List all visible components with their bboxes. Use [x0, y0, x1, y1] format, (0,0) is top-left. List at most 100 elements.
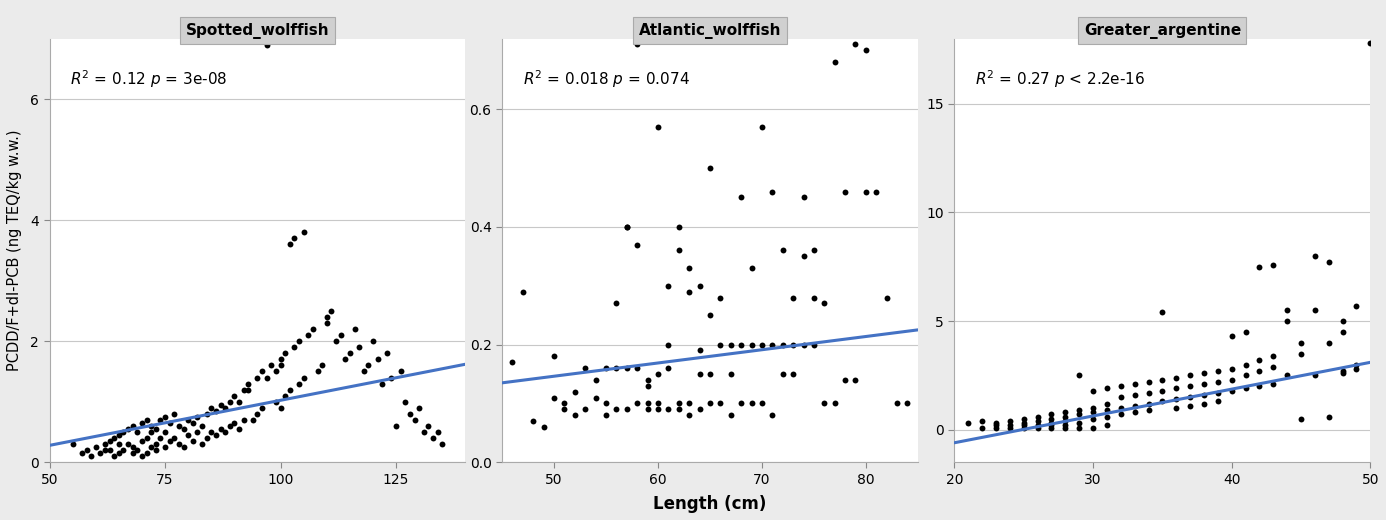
Point — [205, 431, 227, 439]
Point — [1221, 386, 1243, 395]
Point — [1346, 302, 1368, 310]
Text: $\mathit{R}^2$ = 0.27 $\mathit{p}$ < 2.2e-16: $\mathit{R}^2$ = 0.27 $\mathit{p}$ < 2.2… — [976, 68, 1145, 90]
Point — [730, 341, 753, 349]
Point — [1138, 388, 1160, 397]
Point — [389, 367, 412, 375]
Point — [255, 41, 277, 49]
Point — [334, 355, 356, 363]
Point — [130, 452, 152, 460]
Point — [168, 440, 190, 448]
Point — [376, 349, 398, 357]
Point — [269, 404, 291, 412]
Point — [247, 373, 269, 382]
Point — [615, 223, 638, 231]
Point — [1096, 421, 1119, 430]
Point — [223, 419, 245, 427]
Point — [1055, 421, 1077, 430]
Point — [431, 440, 453, 448]
Point — [103, 434, 125, 442]
Point — [1318, 258, 1340, 267]
Point — [1027, 412, 1049, 421]
Point — [126, 428, 148, 436]
Point — [1346, 360, 1368, 369]
Point — [802, 341, 825, 349]
Point — [1013, 421, 1035, 430]
Point — [320, 307, 342, 315]
Point — [1124, 408, 1146, 417]
Point — [150, 416, 172, 424]
Point — [689, 405, 711, 413]
Point — [200, 404, 222, 412]
Point — [427, 428, 449, 436]
Point — [306, 367, 328, 375]
Point — [274, 349, 297, 357]
Point — [802, 293, 825, 302]
Point — [689, 370, 711, 378]
Point — [1249, 263, 1271, 271]
Point — [719, 411, 742, 420]
Point — [219, 422, 241, 430]
Point — [1041, 414, 1063, 423]
Point — [511, 288, 534, 296]
Point — [657, 405, 679, 413]
Point — [793, 341, 815, 349]
Point — [292, 373, 315, 382]
Point — [1207, 397, 1229, 406]
Point — [1027, 421, 1049, 430]
Point — [421, 434, 444, 442]
Point — [876, 293, 898, 302]
Point — [1152, 375, 1174, 384]
Point — [772, 341, 794, 349]
Point — [108, 449, 130, 458]
Point — [324, 337, 346, 345]
Point — [782, 370, 804, 378]
Point — [844, 40, 866, 48]
Point — [140, 422, 162, 430]
Point — [668, 223, 690, 231]
Point — [740, 341, 762, 349]
Y-axis label: PCDD/F+dl-PCB (ng TEQ/kg w.w.): PCDD/F+dl-PCB (ng TEQ/kg w.w.) — [7, 129, 22, 371]
Point — [615, 364, 638, 372]
Point — [761, 411, 783, 420]
Point — [1235, 328, 1257, 336]
Point — [158, 437, 180, 445]
Point — [823, 399, 845, 408]
Point — [330, 331, 352, 340]
Point — [814, 299, 836, 307]
Point — [1124, 401, 1146, 410]
Point — [108, 431, 130, 439]
Point — [999, 423, 1021, 432]
Point — [958, 419, 980, 427]
Point — [80, 452, 103, 460]
Point — [71, 449, 93, 458]
Point — [1290, 339, 1313, 347]
Point — [782, 341, 804, 349]
Point — [168, 422, 190, 430]
Point — [126, 446, 148, 454]
Point — [164, 434, 186, 442]
Point — [1332, 328, 1354, 336]
Point — [233, 416, 255, 424]
Point — [740, 399, 762, 408]
Point — [1207, 367, 1229, 375]
Point — [195, 410, 218, 418]
Point — [348, 343, 370, 352]
Point — [999, 417, 1021, 425]
Point — [1179, 393, 1202, 401]
Point — [130, 437, 152, 445]
Point — [362, 337, 384, 345]
Point — [98, 446, 121, 454]
Point — [689, 346, 711, 355]
Point — [140, 428, 162, 436]
Point — [1207, 388, 1229, 397]
Point — [302, 325, 324, 333]
Point — [98, 437, 121, 445]
Point — [886, 399, 908, 408]
Point — [543, 352, 565, 360]
Point — [1263, 352, 1285, 360]
Point — [136, 416, 158, 424]
Point — [751, 399, 773, 408]
Point — [136, 434, 158, 442]
Point — [553, 399, 575, 408]
Point — [1249, 356, 1271, 365]
